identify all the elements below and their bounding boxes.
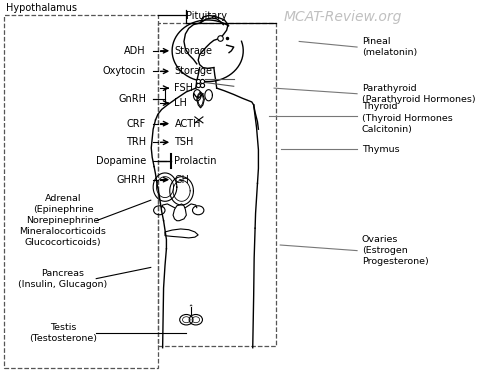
Text: ADH: ADH bbox=[124, 46, 146, 56]
Polygon shape bbox=[173, 204, 186, 221]
Text: Adrenal
(Epinephrine
Norepinephrine
Mineralocorticoids
Glucocorticoids): Adrenal (Epinephrine Norepinephrine Mine… bbox=[19, 194, 107, 247]
Text: TSH: TSH bbox=[174, 137, 194, 147]
Text: MCAT-Review.org: MCAT-Review.org bbox=[284, 10, 402, 24]
Text: Pituitary: Pituitary bbox=[186, 11, 227, 21]
Polygon shape bbox=[165, 229, 198, 238]
Text: Hypothalamus: Hypothalamus bbox=[6, 3, 77, 13]
Text: Pancreas
(Insulin, Glucagon): Pancreas (Insulin, Glucagon) bbox=[18, 269, 108, 289]
Text: GHRH: GHRH bbox=[117, 175, 146, 185]
Text: Storage: Storage bbox=[174, 66, 213, 76]
Text: Oxytocin: Oxytocin bbox=[103, 66, 146, 76]
Text: TRH: TRH bbox=[126, 137, 146, 147]
Text: GnRH: GnRH bbox=[118, 94, 146, 104]
Text: Storage: Storage bbox=[174, 46, 213, 56]
Polygon shape bbox=[197, 92, 204, 108]
Text: Testis
(Testosterone): Testis (Testosterone) bbox=[29, 323, 97, 343]
Text: Ovaries
(Estrogen
Progesterone): Ovaries (Estrogen Progesterone) bbox=[362, 235, 429, 266]
Text: Thyroid
(Thyroid Hormones
Calcitonin): Thyroid (Thyroid Hormones Calcitonin) bbox=[362, 102, 453, 134]
Text: FSH: FSH bbox=[174, 83, 194, 93]
Text: Prolactin: Prolactin bbox=[174, 156, 217, 166]
Text: Thymus: Thymus bbox=[362, 145, 399, 154]
Text: ACTH: ACTH bbox=[174, 119, 201, 128]
Text: Dopamine: Dopamine bbox=[96, 156, 146, 166]
Text: Pineal
(melatonin): Pineal (melatonin) bbox=[362, 37, 417, 57]
Text: LH: LH bbox=[174, 98, 187, 108]
Text: GH: GH bbox=[174, 175, 189, 185]
Text: Parathyroid
(Parathyroid Hormones): Parathyroid (Parathyroid Hormones) bbox=[362, 84, 476, 104]
Text: CRF: CRF bbox=[127, 119, 146, 128]
